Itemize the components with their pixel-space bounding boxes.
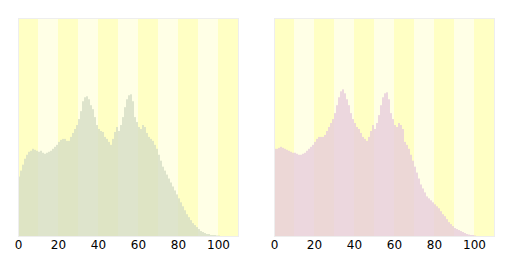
svg-text:60: 60 (387, 238, 402, 252)
svg-text:80: 80 (171, 238, 186, 252)
svg-text:20: 20 (51, 238, 66, 252)
svg-text:40: 40 (347, 238, 362, 252)
svg-text:40: 40 (91, 238, 106, 252)
svg-text:60: 60 (131, 238, 146, 252)
svg-text:0: 0 (15, 238, 23, 252)
svg-text:0: 0 (271, 238, 279, 252)
svg-text:100: 100 (207, 238, 230, 252)
svg-text:80: 80 (427, 238, 442, 252)
svg-text:20: 20 (307, 238, 322, 252)
svg-text:100: 100 (463, 238, 486, 252)
